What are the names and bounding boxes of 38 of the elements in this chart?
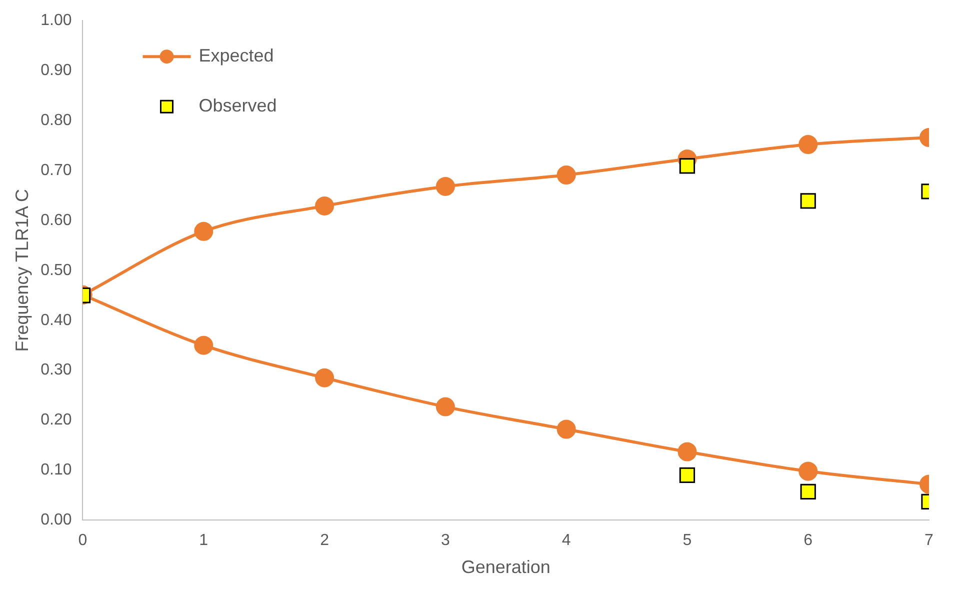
y-tick-label: 0.60: [40, 212, 72, 229]
x-tick-label: 5: [682, 532, 692, 550]
legend-label: Observed: [198, 96, 277, 116]
x-tick-label: 1: [199, 532, 208, 550]
x-axis-title: Generation: [461, 557, 550, 578]
point: [194, 336, 214, 355]
point: [436, 176, 455, 196]
y-tick-label: 0.00: [40, 512, 72, 529]
y-tick-label: 0.20: [40, 412, 72, 429]
point: [194, 222, 214, 241]
y-axis-title: Frequency TLR1A C: [12, 189, 32, 352]
point: [798, 462, 818, 481]
x-tick-label: 2: [320, 532, 330, 550]
legend-label: Expected: [198, 46, 274, 66]
y-tick-label: 0.50: [40, 262, 72, 279]
point: [315, 196, 334, 216]
y-tick-label: 0.30: [40, 362, 72, 379]
y-tick-label: 0.10: [40, 462, 72, 479]
x-tick-label: 7: [924, 532, 934, 550]
point: [800, 193, 816, 209]
point: [679, 158, 696, 174]
y-tick-label: 0.90: [40, 62, 72, 79]
point: [315, 368, 334, 388]
point: [556, 165, 576, 184]
point: [800, 484, 816, 500]
point: [436, 397, 455, 416]
point: [678, 442, 697, 462]
point: [556, 420, 576, 439]
x-tick-label: 4: [562, 532, 571, 550]
point: [679, 467, 696, 484]
y-tick-label: 1.00: [40, 12, 72, 30]
y-tick-label: 0.80: [40, 112, 72, 129]
x-tick-label: 6: [804, 532, 813, 550]
y-tick-label: 0.70: [40, 162, 72, 179]
point: [798, 135, 818, 154]
x-tick-label: 3: [440, 532, 450, 550]
x-tick-label: 0: [78, 532, 88, 550]
y-tick-label: 0.40: [40, 312, 72, 329]
